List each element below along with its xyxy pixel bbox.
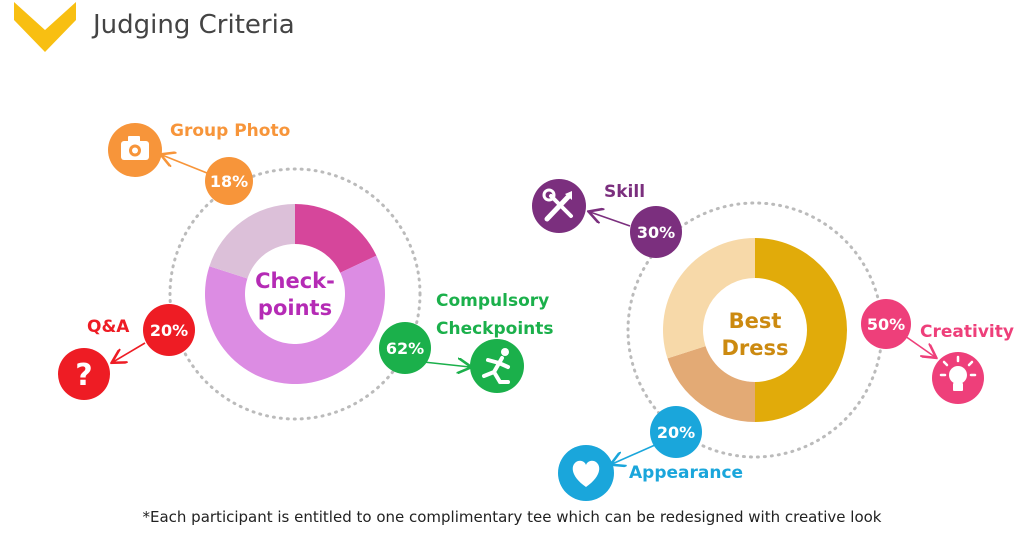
best-dress-center-line-1: Best xyxy=(729,309,782,333)
creativity-arrow xyxy=(904,335,935,357)
svg-text:20%: 20% xyxy=(657,423,695,442)
best-dress-donut xyxy=(663,238,847,422)
best-dress-slice-creativity xyxy=(755,238,847,422)
svg-text:?: ? xyxy=(75,358,92,393)
skill-percent-badge: 30% xyxy=(630,206,682,258)
appearance-label: Appearance xyxy=(629,463,744,483)
checkpoints-donut xyxy=(205,204,385,384)
running-man-icon xyxy=(470,339,524,393)
best-dress-center-line-2: Dress xyxy=(721,336,788,360)
camera-icon xyxy=(108,123,162,177)
svg-text:50%: 50% xyxy=(867,315,905,334)
page-title: Judging Criteria xyxy=(93,10,295,40)
group-photo-label: Group Photo xyxy=(170,121,291,141)
creativity-percent-badge: 50% xyxy=(861,299,911,349)
qa-arrow xyxy=(113,342,146,362)
heart-icon xyxy=(558,445,614,501)
svg-text:62%: 62% xyxy=(386,339,424,358)
tools-icon xyxy=(532,179,586,233)
lightbulb-icon xyxy=(932,352,984,404)
checkpoints-slice-group-photo xyxy=(295,204,377,273)
skill-arrow xyxy=(590,212,631,227)
group-photo-arrow xyxy=(162,155,208,174)
footnote: *Each participant is entitled to one com… xyxy=(142,508,882,526)
appearance-arrow xyxy=(612,444,656,464)
svg-text:30%: 30% xyxy=(637,223,675,242)
best-dress-slice-skill xyxy=(663,238,755,359)
qa-percent-badge: 20% xyxy=(143,304,195,356)
checkpoints-slice-q-a xyxy=(209,204,295,279)
question-mark-icon: ? xyxy=(58,348,110,400)
compulsory-checkpoints-percent-badge: 62% xyxy=(379,322,431,374)
best-dress-slice-appearance xyxy=(667,346,755,422)
checkpoints-orbit-ring xyxy=(168,167,422,421)
svg-text:18%: 18% xyxy=(210,172,248,191)
checkpoints-center-line-1: Check- xyxy=(255,269,335,293)
compulsory-checkpoints-label: Compulsory Checkpoints xyxy=(436,291,554,339)
qa-label: Q&A xyxy=(87,317,130,337)
chevron-logo-icon xyxy=(14,2,76,52)
creativity-label: Creativity xyxy=(920,322,1014,342)
svg-text:20%: 20% xyxy=(150,321,188,340)
checkpoints-slice-compulsory-checkpoints xyxy=(205,255,385,384)
checkpoints-center-line-2: points xyxy=(258,296,332,320)
group-photo-percent-badge: 18% xyxy=(205,157,253,205)
skill-label: Skill xyxy=(604,182,646,202)
appearance-percent-badge: 20% xyxy=(650,406,702,458)
